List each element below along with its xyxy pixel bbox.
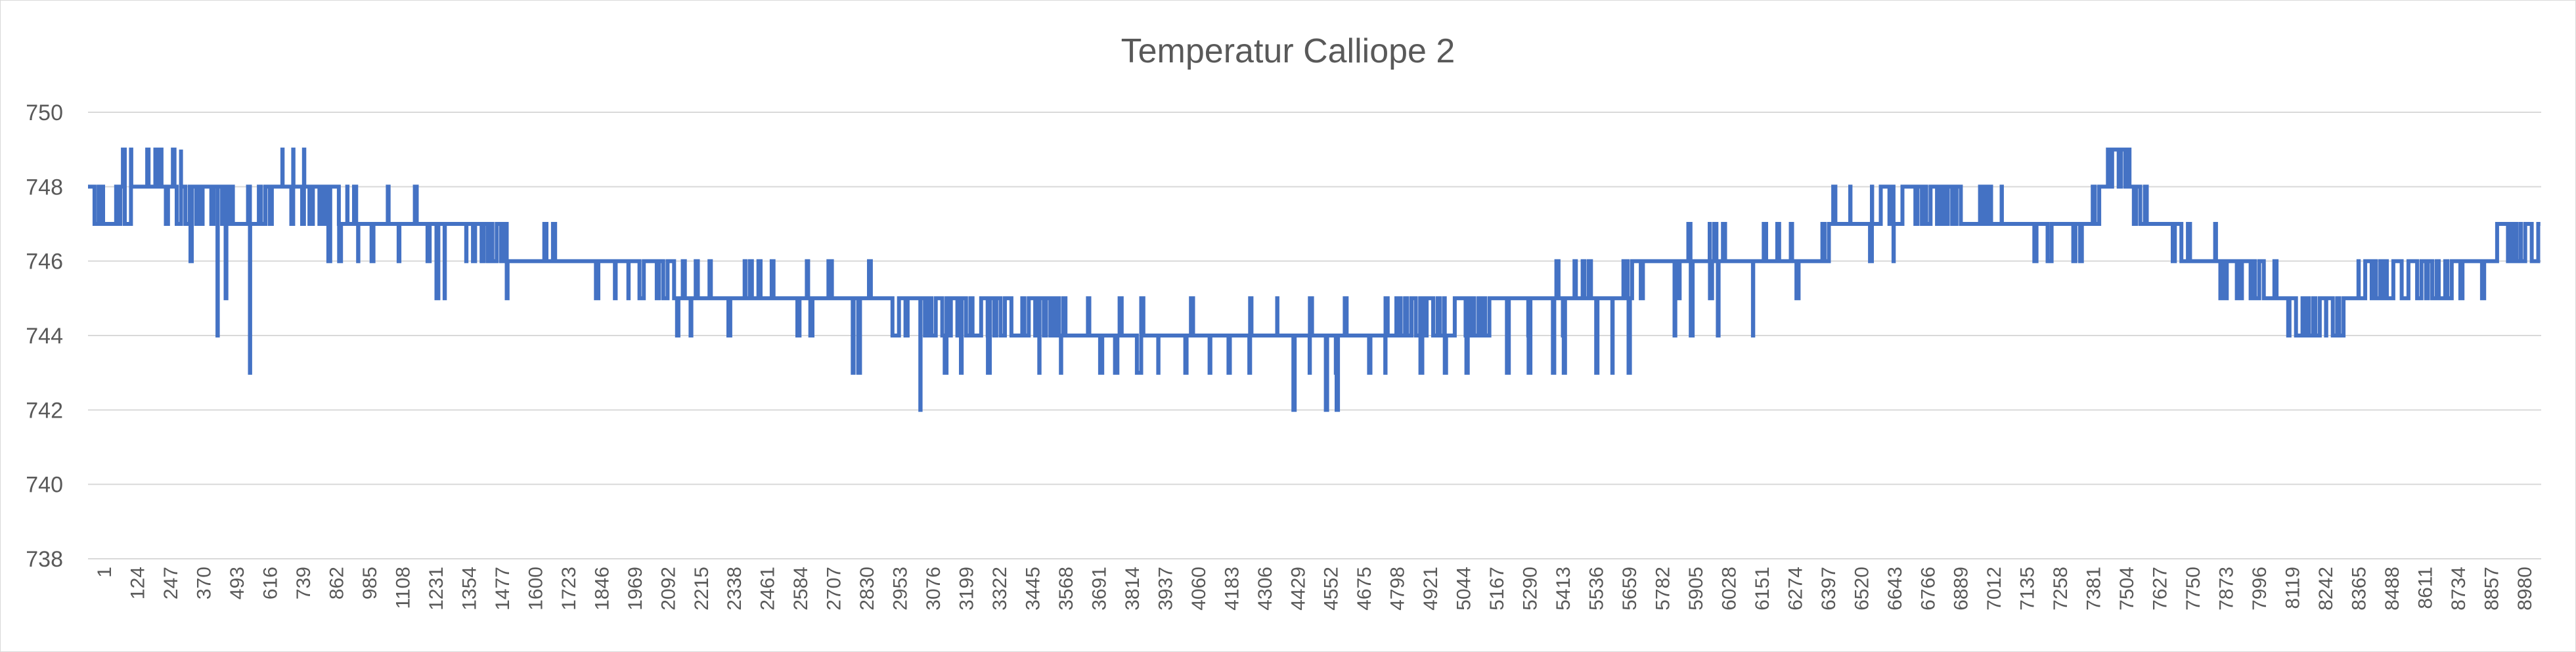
x-tick-label: 1231 [426, 567, 447, 611]
x-tick-label: 2215 [691, 567, 713, 611]
x-tick-label: 739 [293, 567, 315, 599]
x-tick-label: 4798 [1387, 567, 1409, 611]
x-tick-label: 7135 [2017, 567, 2039, 611]
x-tick-label: 8734 [2448, 567, 2470, 611]
x-tick-label: 1969 [625, 567, 646, 611]
x-tick-label: 247 [160, 567, 182, 599]
x-tick-label: 2707 [824, 567, 845, 611]
x-tick-label: 1600 [525, 567, 546, 611]
x-tick-label: 2461 [757, 567, 779, 611]
x-tick-label: 4306 [1255, 567, 1276, 611]
x-tick-label: 7750 [2183, 567, 2204, 611]
x-tick-label: 4552 [1321, 567, 1343, 611]
x-tick-label: 3445 [1022, 567, 1044, 611]
x-tick-label: 6889 [1951, 567, 1972, 611]
x-tick-label: 4921 [1420, 567, 1442, 611]
x-tick-label: 1354 [458, 567, 480, 611]
x-tick-label: 8242 [2315, 567, 2337, 611]
y-tick-label: 742 [26, 398, 63, 423]
x-tick-label: 7873 [2216, 567, 2238, 611]
x-tick-label: 3691 [1088, 567, 1110, 611]
x-tick-label: 7258 [2050, 567, 2072, 611]
x-tick-label: 4429 [1287, 567, 1309, 611]
x-tick-label: 5167 [1486, 567, 1508, 611]
chart-title: Temperatur Calliope 2 [1121, 32, 1455, 70]
x-tick-label: 4183 [1221, 567, 1243, 611]
x-tick-label: 3568 [1055, 567, 1077, 611]
x-tick-label: 1477 [492, 567, 514, 611]
x-tick-label: 2092 [657, 567, 679, 611]
x-tick-label: 6643 [1884, 567, 1906, 611]
y-tick-label: 744 [26, 324, 63, 349]
x-tick-label: 7012 [1984, 567, 2005, 611]
x-tick-label: 8488 [2382, 567, 2403, 611]
x-tick-label: 1846 [591, 567, 613, 611]
x-tick-label: 370 [194, 567, 215, 599]
y-tick-label: 738 [26, 547, 63, 572]
x-tick-label: 7627 [2150, 567, 2171, 611]
y-tick-label: 748 [26, 175, 63, 200]
x-tick-label: 3937 [1155, 567, 1176, 611]
x-tick-label: 7996 [2249, 567, 2271, 611]
x-tick-label: 6520 [1851, 567, 1873, 611]
x-tick-label: 985 [359, 567, 381, 599]
x-tick-label: 6397 [1818, 567, 1840, 611]
x-tick-label: 5413 [1553, 567, 1574, 611]
x-tick-label: 5659 [1619, 567, 1641, 611]
x-axis-ticks: 1 124 247 370 493 616 739 862 985 1108 1231 1354 147… [94, 567, 2536, 611]
x-tick-label: 7381 [2083, 567, 2105, 611]
x-tick-label: 2584 [790, 567, 812, 611]
y-axis-ticks: 738 740 742 744 746 748 750 [26, 100, 63, 572]
x-tick-label: 5536 [1586, 567, 1608, 611]
y-tick-label: 746 [26, 250, 63, 274]
x-tick-label: 4675 [1354, 567, 1375, 611]
x-tick-label: 4060 [1188, 567, 1210, 611]
x-tick-label: 6274 [1785, 567, 1806, 611]
x-tick-label: 7504 [2116, 567, 2138, 611]
x-tick-label: 1723 [558, 567, 580, 611]
x-tick-label: 3814 [1122, 567, 1144, 611]
x-tick-label: 8611 [2414, 567, 2436, 609]
y-tick-label: 750 [26, 100, 63, 125]
series-line-temperatur [88, 147, 2541, 412]
x-tick-label: 6151 [1752, 567, 1773, 611]
x-tick-label: 124 [127, 567, 149, 599]
x-tick-label: 1 [94, 567, 116, 578]
series-layer [88, 147, 2541, 412]
x-tick-label: 6028 [1718, 567, 1740, 611]
x-tick-label: 3199 [956, 567, 978, 611]
x-tick-label: 3076 [923, 567, 944, 611]
y-tick-label: 740 [26, 473, 63, 498]
x-tick-label: 5044 [1454, 567, 1475, 611]
x-tick-label: 6766 [1917, 567, 1939, 611]
x-tick-label: 2338 [724, 567, 745, 611]
x-tick-label: 5290 [1520, 567, 1542, 611]
x-tick-label: 8365 [2348, 567, 2370, 611]
x-tick-label: 862 [326, 567, 348, 599]
x-tick-label: 2830 [856, 567, 878, 611]
x-tick-label: 2953 [890, 567, 912, 611]
x-tick-label: 3322 [989, 567, 1011, 611]
x-tick-label: 493 [227, 567, 248, 599]
x-tick-label: 5782 [1652, 567, 1674, 611]
x-tick-label: 8857 [2481, 567, 2502, 611]
x-tick-label: 1108 [392, 567, 414, 609]
x-tick-label: 5905 [1685, 567, 1707, 611]
x-tick-label: 8119 [2282, 567, 2303, 609]
x-tick-label: 616 [260, 567, 282, 599]
x-tick-label: 8980 [2514, 567, 2536, 611]
